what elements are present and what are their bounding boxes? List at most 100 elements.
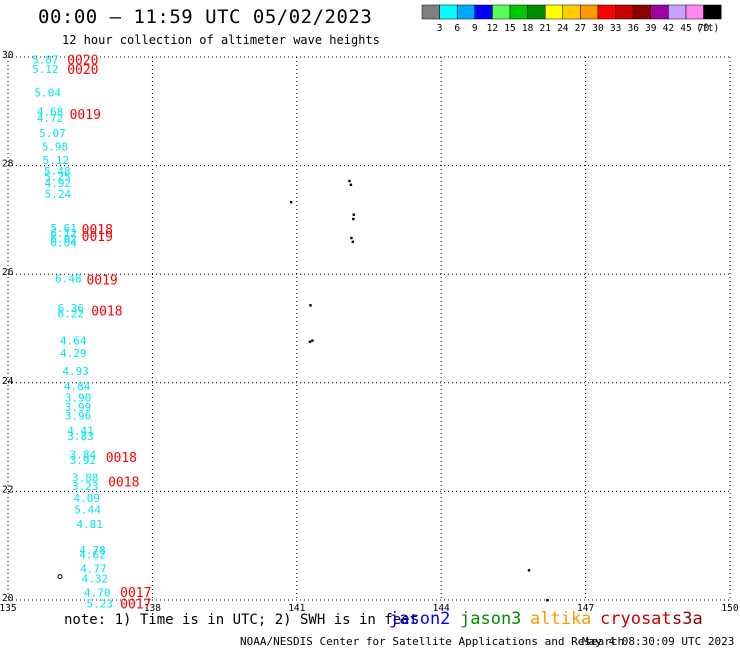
swh-label: 5.98 bbox=[42, 141, 68, 154]
swh-label: 4.41 bbox=[67, 425, 94, 438]
swh-label: 3.23 bbox=[72, 480, 99, 493]
page-title: 00:00 — 11:59 UTC 05/02/2023 bbox=[38, 6, 373, 28]
time-label: 0019 bbox=[86, 274, 117, 289]
swh-label: 4.70 bbox=[84, 586, 111, 599]
island-mark bbox=[527, 569, 531, 572]
legend-tick-label: 3 bbox=[437, 23, 443, 34]
swh-label: 6.22 bbox=[58, 307, 85, 320]
swh-label: 5.61 bbox=[50, 222, 76, 235]
swh-label: 4.64 bbox=[60, 334, 87, 347]
island-mark bbox=[57, 574, 63, 580]
swh-label: 6.36 bbox=[58, 302, 85, 315]
swh-label: 3.99 bbox=[65, 401, 92, 414]
legend-tick-label: 15 bbox=[504, 23, 515, 34]
island-mark bbox=[311, 339, 314, 342]
lat-tick-label: 30 bbox=[2, 50, 14, 61]
legend-tick-label: 24 bbox=[557, 23, 569, 34]
time-label: 0017 bbox=[120, 597, 151, 612]
swh-label: 4.84 bbox=[64, 380, 91, 393]
legend-tick-label: 9 bbox=[472, 23, 478, 34]
lon-tick-label: 135 bbox=[0, 603, 17, 612]
swh-label: 4.78 bbox=[79, 544, 106, 557]
legend-unit: (ft) bbox=[696, 23, 719, 34]
swh-label: 4.93 bbox=[62, 365, 89, 378]
island-mark bbox=[546, 599, 549, 602]
legend-tick-label: 39 bbox=[645, 23, 657, 34]
swh-label: 3.84 bbox=[70, 448, 97, 461]
legend-tick-label: 18 bbox=[522, 23, 534, 34]
island-mark bbox=[351, 240, 355, 244]
lon-tick-label: 138 bbox=[144, 603, 161, 612]
lon-tick-label: 147 bbox=[577, 603, 594, 612]
time-label: 0019 bbox=[82, 230, 113, 245]
time-label: 0020 bbox=[67, 63, 98, 78]
swh-label: 4.72 bbox=[37, 112, 64, 125]
mission-label-jason2: jason2 bbox=[389, 609, 451, 629]
swh-label: 5.07 bbox=[39, 127, 66, 140]
swh-label: 5.24 bbox=[45, 188, 72, 201]
mission-label-cryosat: cryosat bbox=[600, 609, 672, 629]
swh-label: 5.87 bbox=[32, 54, 59, 67]
island-mark bbox=[352, 217, 355, 221]
swh-label: 4.62 bbox=[79, 548, 106, 561]
lat-tick-label: 20 bbox=[2, 593, 14, 604]
swh-label: 6.04 bbox=[50, 237, 77, 250]
mission-label-altika: altika bbox=[530, 609, 592, 629]
color-legend: 3 6 9 12 15 18 21 24 27 30 33 36 39 42 45 70(ft) bbox=[421, 4, 722, 34]
legend-tick-label: 36 bbox=[627, 23, 639, 34]
swh-label: 3.83 bbox=[67, 430, 94, 443]
mission-label-jason3: jason3 bbox=[460, 609, 522, 629]
page-subtitle: 12 hour collection of altimeter wave hei… bbox=[62, 33, 380, 47]
island-mark bbox=[349, 183, 353, 187]
swh-label: 6.02 bbox=[50, 232, 76, 245]
lat-tick-label: 28 bbox=[2, 159, 14, 170]
time-label: 0018 bbox=[106, 451, 137, 466]
swh-label: 5.48 bbox=[44, 165, 71, 178]
legend-tick-label: 30 bbox=[592, 23, 604, 34]
time-label: 0020 bbox=[67, 54, 98, 69]
swh-label: 3.96 bbox=[65, 409, 92, 422]
footer-credit: NOAA/NESDIS Center for Satellite Applica… bbox=[240, 635, 625, 648]
swh-label: 6.12 bbox=[50, 227, 76, 240]
swh-label: 3.90 bbox=[65, 391, 92, 404]
lat-tick-label: 26 bbox=[2, 267, 14, 278]
island-mark bbox=[308, 340, 312, 343]
legend-swatch bbox=[703, 4, 722, 20]
swh-label: 5.23 bbox=[86, 597, 113, 610]
swh-label: 4.77 bbox=[80, 563, 107, 576]
lat-tick-label: 22 bbox=[2, 484, 13, 495]
wave-height-map: 135 138 141 144 147 1503028262422205.875.125.… bbox=[0, 50, 739, 612]
time-label: 0018 bbox=[108, 476, 139, 491]
swh-label: 4.29 bbox=[60, 347, 87, 360]
legend-tick-label: 21 bbox=[539, 23, 551, 34]
island-mark bbox=[290, 200, 293, 204]
swh-label: 5.25 bbox=[44, 170, 71, 183]
time-label: 0018 bbox=[82, 223, 113, 238]
legend-tick-label: 33 bbox=[610, 23, 621, 34]
mission-label-s3a: s3a bbox=[672, 609, 703, 629]
legend-tick-label: 12 bbox=[487, 23, 498, 34]
swh-label: 5.04 bbox=[34, 86, 61, 99]
swh-label: 5.12 bbox=[43, 154, 70, 167]
swh-label: 5.12 bbox=[32, 63, 59, 76]
swh-label: 6.48 bbox=[55, 273, 82, 286]
swh-label: 3.92 bbox=[70, 454, 97, 467]
lon-tick-label: 150 bbox=[721, 603, 738, 612]
island-mark bbox=[309, 304, 312, 307]
swh-label: 4.92 bbox=[45, 177, 71, 190]
footer-note: note: 1) Time is in UTC; 2) SWH is in fe… bbox=[64, 612, 419, 628]
legend-tick-label: 45 bbox=[680, 23, 691, 34]
swh-label: 4.81 bbox=[76, 518, 103, 531]
lon-tick-label: 144 bbox=[433, 603, 450, 612]
time-label: 0017 bbox=[120, 586, 151, 601]
island-mark bbox=[350, 236, 353, 240]
swh-label: 4.32 bbox=[82, 572, 109, 585]
lon-tick-label: 141 bbox=[288, 603, 305, 612]
swh-label: 5.44 bbox=[74, 503, 101, 516]
legend-tick-label: 27 bbox=[575, 23, 586, 34]
legend-tick-label: 42 bbox=[663, 23, 674, 34]
island-mark bbox=[352, 213, 355, 216]
island-mark bbox=[348, 179, 351, 183]
legend-tick-label: 70 bbox=[698, 23, 710, 34]
